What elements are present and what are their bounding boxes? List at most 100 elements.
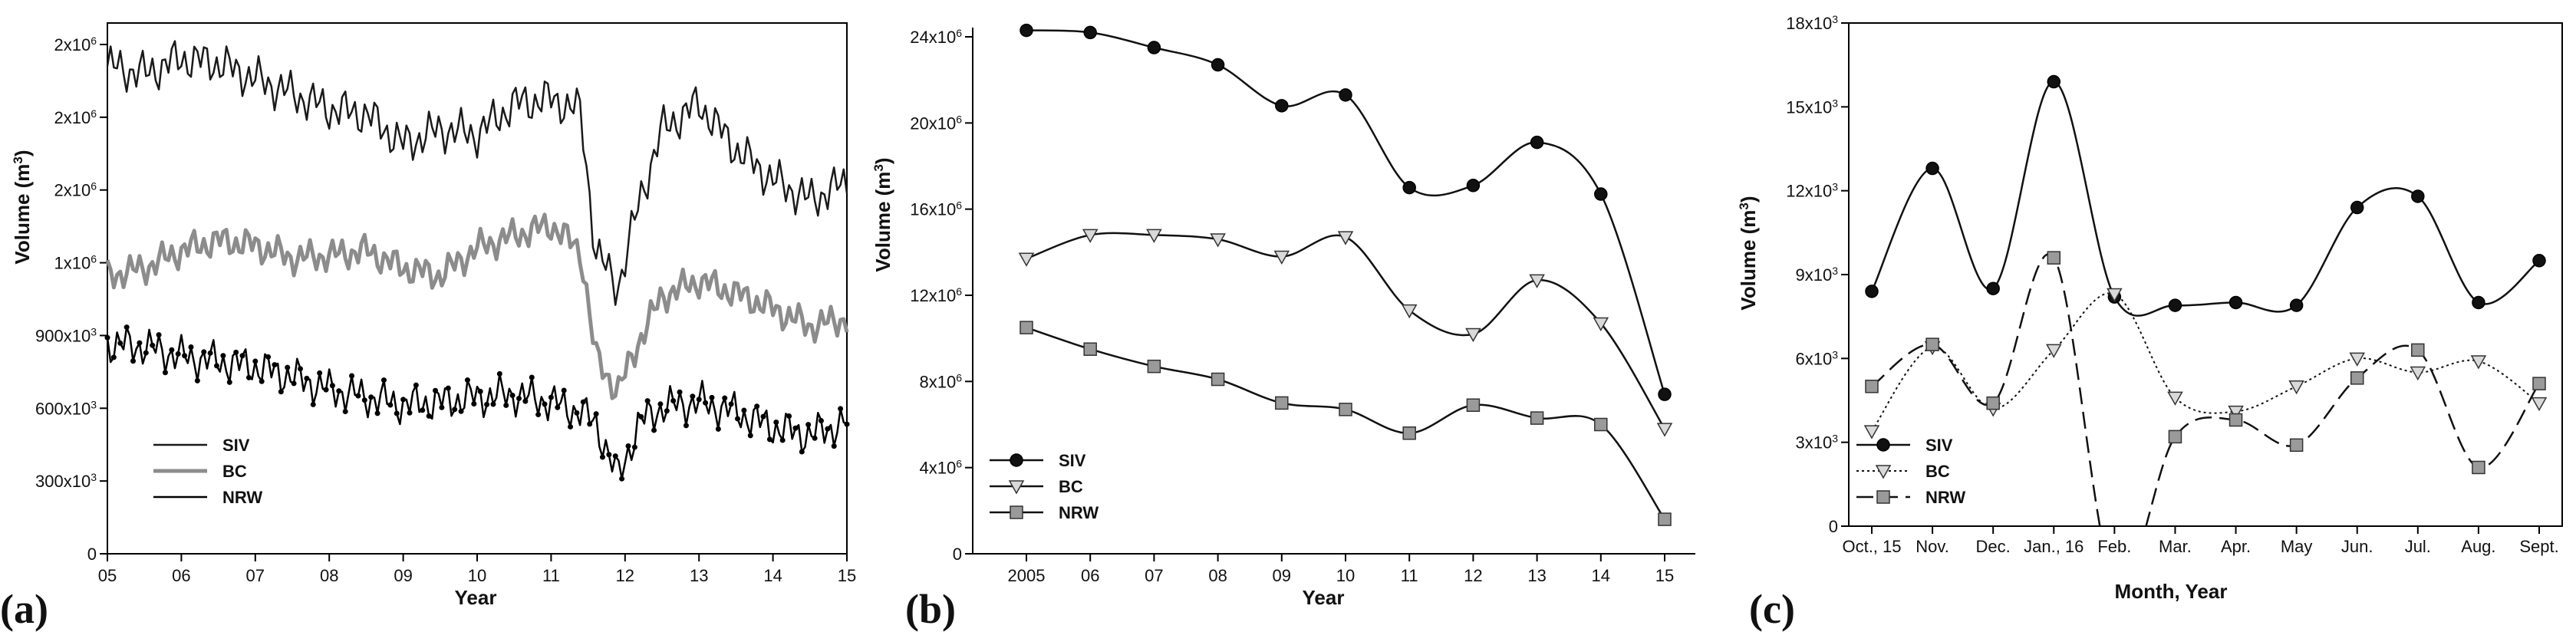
chart-a-nrw-point <box>812 435 818 441</box>
chart-a-nrw-point <box>754 403 760 410</box>
chart-c-nrw-point <box>2532 377 2546 390</box>
chart-b-bc-point <box>1401 304 1418 319</box>
chart-a-nrw-point <box>825 426 831 432</box>
chart-c-xtick-label: Oct., 15 <box>1842 537 1901 556</box>
chart-a-legend-label: SIV <box>222 436 250 455</box>
chart-a-xtick-label: 15 <box>838 566 856 585</box>
chart-a-nrw-point <box>130 358 137 364</box>
chart-c-legend-label: SIV <box>1925 436 1953 455</box>
chart-a-nrw-point <box>542 401 548 407</box>
chart-c-nrw-point <box>2228 413 2243 427</box>
chart-a-nrw-point <box>799 449 805 455</box>
chart-b-bc-point <box>1082 229 1099 243</box>
chart-c-bc-point <box>2107 288 2123 303</box>
chart-c-nrw-point <box>2047 251 2061 265</box>
chart-c-ytick-label: 9x103 <box>1795 265 1838 285</box>
chart-b-siv-point <box>1147 41 1161 54</box>
chart-a-nrw-point <box>239 353 245 359</box>
chart-b-siv-point <box>1083 25 1097 40</box>
chart-a-nrw-point <box>420 407 426 413</box>
chart-a-nrw-point <box>490 401 496 407</box>
chart-c-xtick-label: Apr. <box>2221 537 2251 556</box>
chart-a-nrw-point <box>838 406 844 412</box>
chart-a-nrw-point <box>509 392 516 398</box>
chart-b-panel-label: (b) <box>905 586 956 632</box>
chart-a-nrw-point <box>766 436 772 443</box>
chart-b-siv-point <box>1275 99 1289 113</box>
chart-a-nrw-point <box>175 351 181 357</box>
chart-a-nrw-point <box>741 407 747 413</box>
chart-c-xtick-label: Jul. <box>2405 537 2431 556</box>
chart-a-nrw-point <box>728 401 734 407</box>
chart-a-nrw-point <box>722 395 728 401</box>
chart-a-nrw-point <box>670 397 677 403</box>
chart-a-ytick-label: 2x106 <box>54 107 97 127</box>
chart-a-nrw-point <box>400 397 407 403</box>
chart-a-nrw-point <box>522 398 529 404</box>
chart-a-nrw-point <box>214 363 220 369</box>
chart-a-nrw-point <box>477 388 483 394</box>
chart-b-ytick-label: 4x106 <box>919 458 962 478</box>
chart-b-siv-point <box>1594 187 1608 201</box>
chart-c-siv-point <box>1925 161 1939 176</box>
chart-a-nrw-point <box>220 353 226 359</box>
chart-c-plot-frame <box>1848 22 2563 527</box>
chart-b-xtick-label: 10 <box>1336 566 1355 585</box>
chart-a-ylabel: Volume (m3) <box>11 150 35 264</box>
chart-c-legend-label: NRW <box>1925 488 1965 507</box>
chart-a-nrw-point <box>625 443 631 449</box>
chart-b-legend-label: SIV <box>1059 451 1086 470</box>
chart-a-nrw-point <box>568 423 574 430</box>
chart-a-nrw-point <box>162 370 168 376</box>
chart-c-nrw-point <box>2472 460 2485 475</box>
chart-a-xtick-label: 06 <box>172 566 190 585</box>
chart-a-legend-label: BC <box>222 462 247 481</box>
chart-a-ytick-label: 900x103 <box>35 325 97 345</box>
chart-a-nrw-point <box>182 353 188 359</box>
chart-b-siv-point <box>1402 180 1416 195</box>
chart-c-series-bc <box>1871 292 2540 432</box>
chart-c-bc-point <box>2228 405 2244 420</box>
chart-a-xtick-label: 08 <box>320 566 338 585</box>
chart-a-nrw-point <box>831 443 837 449</box>
chart-a-nrw-point <box>304 375 310 381</box>
chart-b-xtick-label: 06 <box>1081 566 1099 585</box>
chart-a-nrw-point <box>355 393 361 399</box>
chart-a-nrw-point <box>818 418 824 424</box>
chart-a-nrw-point <box>696 397 702 403</box>
chart-a-nrw-point <box>503 402 509 408</box>
chart-c-siv-point <box>2289 298 2304 312</box>
chart-c-xtick-label: Jan., 16 <box>2024 537 2084 556</box>
chart-a-nrw-point <box>117 340 124 346</box>
chart-a-nrw-point <box>619 476 625 482</box>
chart-a: 0 300x103 600x103 900x103 1x106 2x106 2x106 2x1… <box>0 22 856 632</box>
chart-a-ytick-label: 2x106 <box>54 180 97 200</box>
chart-c-nrw-point <box>1925 337 1939 351</box>
chart-c-siv-point <box>2472 295 2485 310</box>
chart-a-nrw-point <box>387 402 394 408</box>
chart-b-bc-point <box>1273 250 1290 265</box>
chart-c-bc-point <box>2531 397 2548 412</box>
chart-a-xtick-label: 13 <box>690 566 708 585</box>
chart-b-legend-label: BC <box>1059 477 1083 496</box>
chart-b-series-nrw <box>1026 326 1666 520</box>
chart-a-nrw-point <box>342 409 348 415</box>
chart-b-siv-point <box>1211 58 1225 72</box>
chart-c-siv-point <box>2350 200 2364 215</box>
chart-b-series-bc <box>1026 232 1666 430</box>
chart-b-nrw-point <box>1275 396 1289 410</box>
chart-b-bc-point <box>1146 229 1162 243</box>
chart-a-nrw-point <box>413 382 419 388</box>
chart-c-nrw-point <box>2411 343 2425 357</box>
chart-a-nrw-point <box>426 413 432 419</box>
chart-b-bc-point <box>1018 252 1035 267</box>
chart-b-nrw-point <box>1530 411 1544 425</box>
chart-a-nrw-point <box>124 324 130 331</box>
chart-a-xtick-label: 11 <box>542 566 560 585</box>
chart-a-nrw-point <box>278 389 284 395</box>
chart-a-nrw-point <box>715 426 721 432</box>
chart-a-xtick-label: 09 <box>394 566 412 585</box>
chart-a-nrw-point <box>760 413 766 420</box>
chart-b-legend-marker <box>1008 480 1025 495</box>
